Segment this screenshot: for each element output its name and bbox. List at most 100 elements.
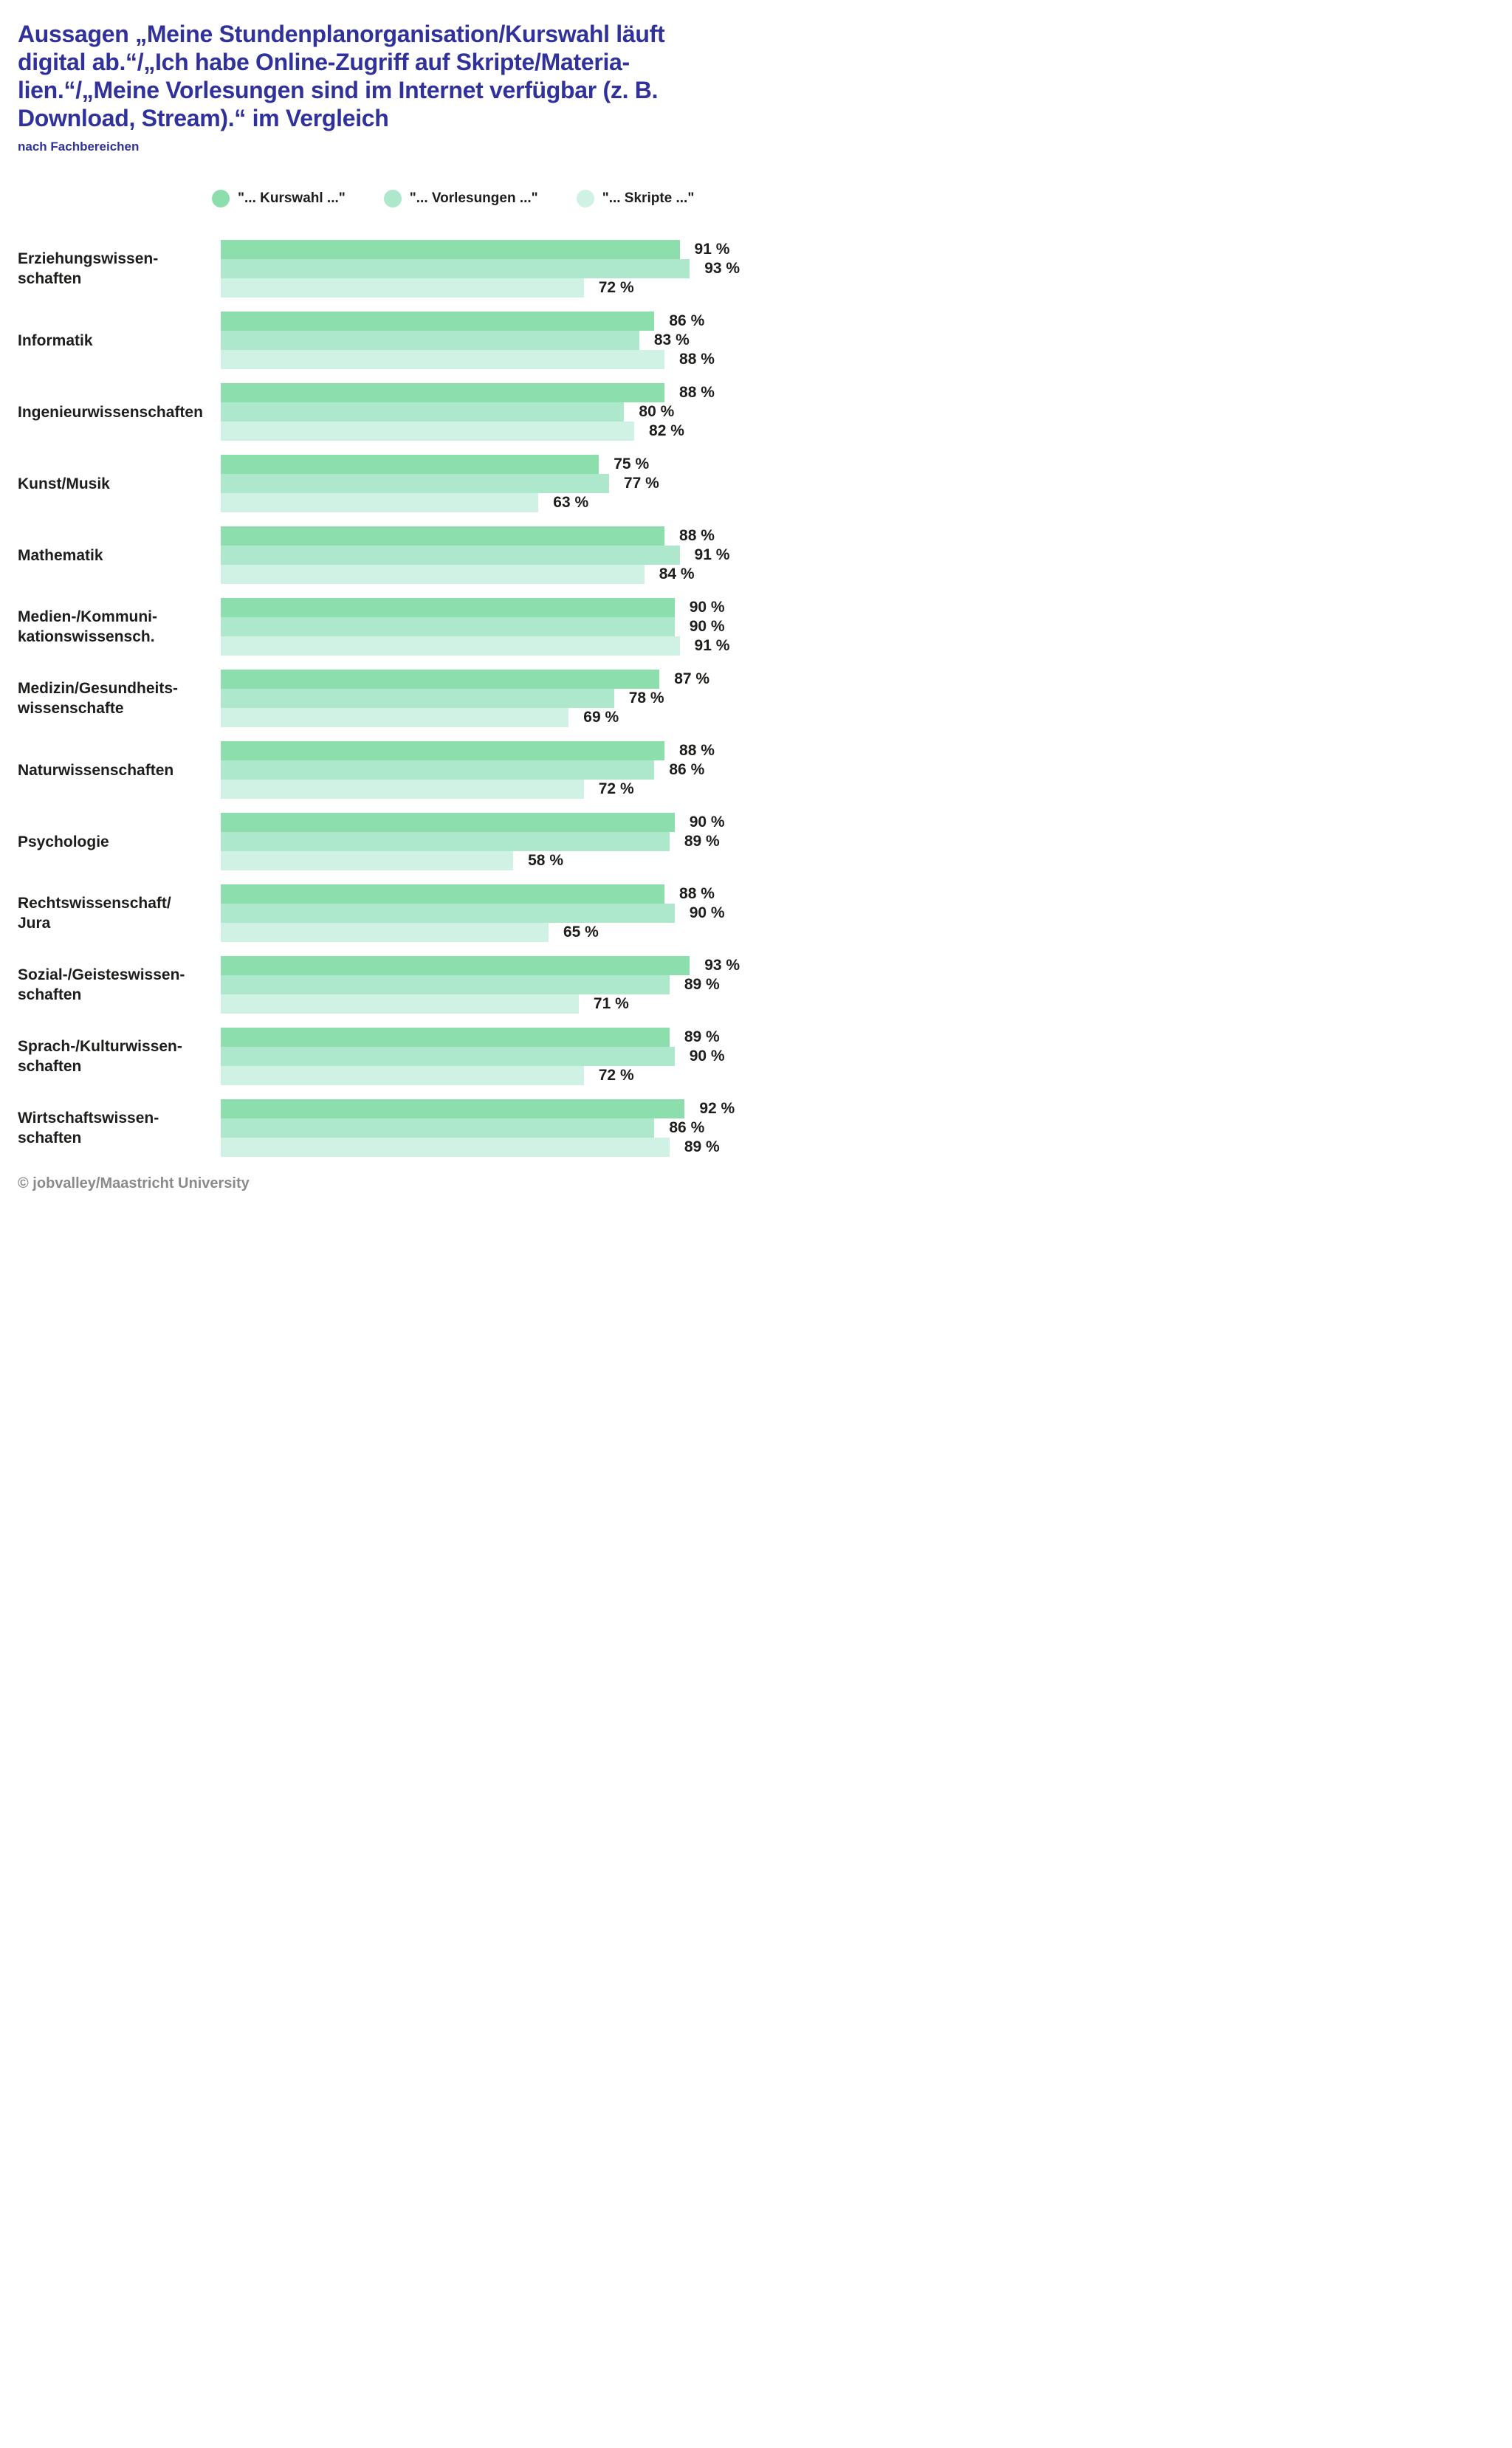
bar-vorlesungen (221, 832, 670, 851)
bar-row: 89 % (221, 1028, 725, 1047)
bar-vorlesungen (221, 1118, 655, 1138)
bar-row: 69 % (221, 708, 725, 727)
bar-row: 72 % (221, 780, 725, 799)
value-label: 77 % (623, 475, 659, 492)
bar-kurswahl (221, 312, 655, 331)
category-label-line: Informatik (18, 331, 93, 349)
category-label: Psychologie (18, 832, 221, 852)
bar-skripte (221, 780, 584, 799)
bar-row: 88 % (221, 741, 725, 760)
bar-kurswahl (221, 741, 665, 760)
value-label: 90 % (689, 1048, 725, 1065)
bar-vorlesungen (221, 1047, 675, 1066)
category-group: Medizin/Gesundheits-wissenschafte 87 % 78 … (18, 670, 738, 727)
bar-vorlesungen (221, 474, 609, 493)
bar-row: 90 % (221, 598, 725, 617)
bar-row: 91 % (221, 636, 729, 656)
category-label: Ingenieurwissenschaften (18, 402, 221, 422)
bar-row: 93 % (221, 259, 740, 278)
bar-row: 65 % (221, 923, 725, 942)
legend: "... Kurswahl ..." "... Vorlesungen ..." "… (212, 190, 738, 207)
bars-container: 88 % 80 % 82 % (221, 383, 725, 441)
value-label: 88 % (679, 384, 715, 401)
category-group: Erziehungswissen-schaften 91 % 93 % 72 % (18, 240, 740, 298)
category-group: Sprach-/Kulturwissen-schaften 89 % 90 % 72 … (18, 1028, 738, 1085)
bars-container: 88 % 86 % 72 % (221, 741, 725, 799)
bar-row: 90 % (221, 1047, 725, 1066)
value-label: 89 % (684, 1028, 720, 1045)
category-label-line: wissenschafte (18, 700, 124, 717)
bars-container: 88 % 90 % 65 % (221, 884, 725, 942)
value-label: 90 % (689, 904, 725, 921)
bar-kurswahl (221, 670, 660, 689)
bar-vorlesungen (221, 975, 670, 994)
value-label: 72 % (598, 1067, 634, 1084)
bar-skripte (221, 278, 584, 298)
bar-vorlesungen (221, 617, 675, 636)
bar-row: 80 % (221, 402, 725, 422)
category-group: Medien-/Kommuni-kationswissensch. 90 % 90 … (18, 598, 738, 656)
bars-container: 88 % 91 % 84 % (221, 526, 729, 584)
legend-item-label: "... Vorlesungen ..." (409, 190, 538, 206)
title-line: lien.“/„Meine Vorlesungen sind im Intern… (18, 77, 659, 103)
bar-vorlesungen (221, 331, 639, 350)
bar-kurswahl (221, 1099, 685, 1118)
category-label-line: kationswissensch. (18, 628, 155, 645)
bar-kurswahl (221, 598, 675, 617)
value-label: 86 % (669, 312, 705, 329)
bar-row: 89 % (221, 832, 725, 851)
category-label-line: Ingenieurwissenschaften (18, 403, 203, 421)
bar-row: 92 % (221, 1099, 735, 1118)
title-line: Download, Stream).“ im Vergleich (18, 105, 389, 131)
legend-dot-icon (383, 190, 402, 207)
bar-skripte (221, 422, 635, 441)
bars-container: 75 % 77 % 63 % (221, 455, 725, 512)
category-label-line: Kunst/Musik (18, 475, 110, 492)
legend-item-label: "... Skripte ..." (602, 190, 695, 206)
bar-row: 90 % (221, 904, 725, 923)
category-label-line: schaften (18, 1058, 82, 1075)
value-label: 87 % (674, 670, 710, 687)
category-group: Informatik 86 % 83 % 88 % (18, 312, 738, 369)
bars-container: 87 % 78 % 69 % (221, 670, 725, 727)
bar-row: 86 % (221, 760, 725, 780)
bar-row: 91 % (221, 240, 729, 259)
category-label-line: Psychologie (18, 833, 109, 850)
category-label: Mathematik (18, 546, 221, 565)
value-label: 69 % (583, 709, 619, 726)
legend-item-vorlesungen: "... Vorlesungen ..." (383, 190, 538, 207)
bar-chart: Erziehungswissen-schaften 91 % 93 % 72 % Inf… (18, 240, 740, 1157)
bars-container: 91 % 93 % 72 % (221, 240, 740, 298)
legend-item-skripte: "... Skripte ..." (576, 190, 695, 207)
category-group: Ingenieurwissenschaften 88 % 80 % 82 % (18, 383, 738, 441)
value-label: 83 % (653, 331, 690, 348)
bars-container: 89 % 90 % 72 % (221, 1028, 725, 1085)
bar-row: 88 % (221, 526, 725, 546)
value-label: 72 % (598, 279, 634, 296)
legend-dot-icon (576, 190, 594, 207)
category-label: Sprach-/Kulturwissen-schaften (18, 1036, 221, 1076)
value-label: 91 % (694, 546, 730, 563)
infographic-page: Aussagen „Meine Stundenplanorganisation/… (0, 0, 756, 1224)
value-label: 82 % (649, 422, 684, 439)
bar-vorlesungen (221, 402, 625, 422)
value-label: 89 % (684, 976, 720, 993)
bar-row: 88 % (221, 383, 725, 402)
bar-row: 82 % (221, 422, 725, 441)
value-label: 93 % (704, 957, 740, 974)
bar-row: 86 % (221, 1118, 725, 1138)
value-label: 71 % (593, 995, 629, 1012)
title-line: digital ab.“/„Ich habe Online-Zugriff au… (18, 49, 630, 75)
category-group: Sozial-/Geisteswissen-schaften 93 % 89 % 71… (18, 956, 740, 1014)
category-label-line: Jura (18, 915, 51, 932)
category-label-line: Wirtschaftswissen- (18, 1110, 159, 1127)
bar-skripte (221, 565, 645, 584)
bar-kurswahl (221, 956, 690, 975)
value-label: 88 % (679, 742, 715, 759)
value-label: 90 % (689, 618, 725, 635)
bars-container: 92 % 86 % 89 % (221, 1099, 735, 1157)
bars-container: 90 % 90 % 91 % (221, 598, 729, 656)
bar-kurswahl (221, 1028, 670, 1047)
category-label-line: Naturwissenschaften (18, 761, 174, 779)
value-label: 86 % (669, 761, 705, 778)
